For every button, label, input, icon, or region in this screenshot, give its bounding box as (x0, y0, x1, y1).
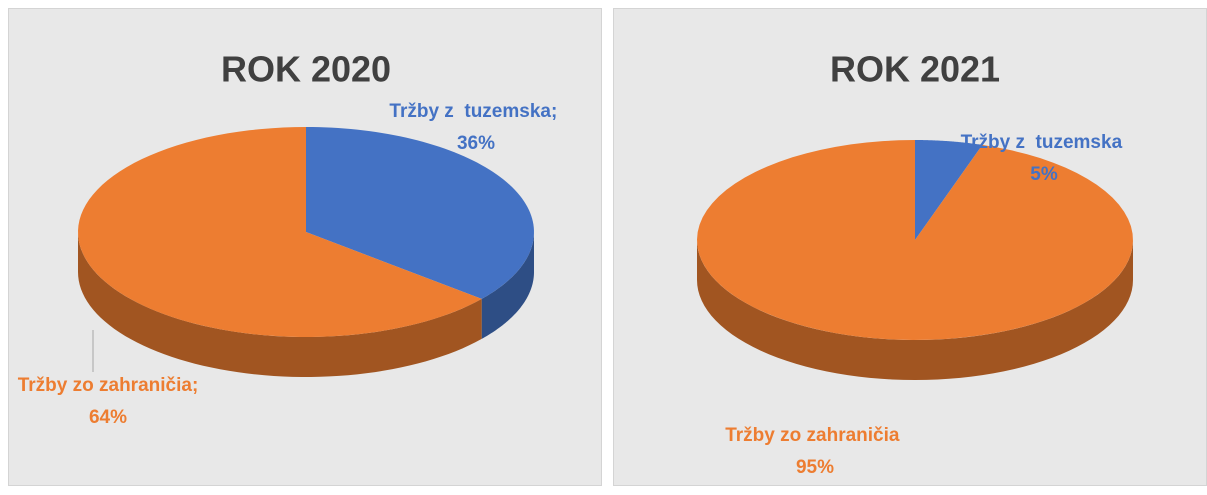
data-label: Tržby z tuzemska 5% (934, 127, 1154, 191)
label-category: Tržby z tuzemska; (389, 101, 558, 122)
pie-side (481, 232, 534, 339)
label-category: Tržby z tuzemska (960, 132, 1123, 153)
label-value: 95% (795, 457, 835, 478)
pie-slice (697, 140, 1133, 340)
data-label: Tržby zo zahraničia; 64% (16, 370, 200, 434)
pie-slice (78, 127, 482, 337)
pie-side (697, 240, 1133, 380)
pie-slice (306, 127, 534, 299)
chart-title: ROK 2021 (830, 49, 1000, 90)
pie-side (78, 232, 482, 377)
chart-title: ROK 2020 (221, 49, 391, 90)
data-label: Tržby zo zahraničia 95% (690, 420, 940, 484)
pie-slice (915, 140, 983, 240)
label-value: 5% (1030, 164, 1058, 185)
data-label: Tržby z tuzemska; 36% (386, 96, 566, 160)
label-category: Tržby zo zahraničia; (17, 375, 199, 396)
label-category: Tržby zo zahraničia (725, 425, 900, 446)
label-value: 64% (88, 407, 128, 428)
label-value: 36% (456, 133, 496, 154)
